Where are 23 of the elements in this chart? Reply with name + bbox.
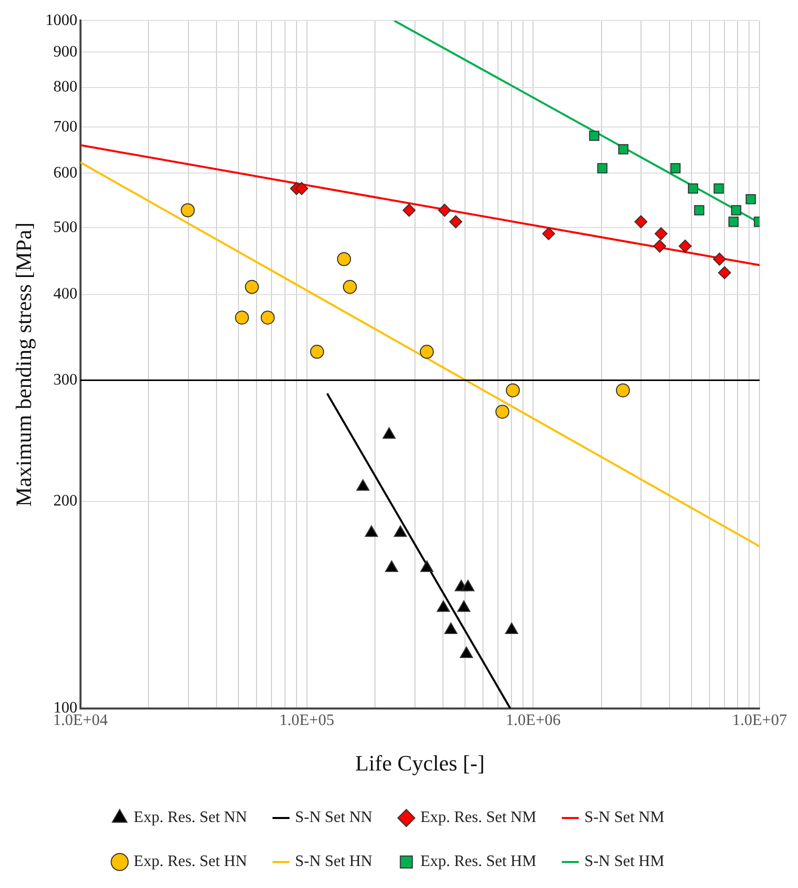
- y-tick-label: 700: [53, 118, 78, 136]
- y-axis-title: Maximum bending stress [MPa]: [10, 222, 36, 507]
- y-tick-label: 900: [53, 43, 78, 60]
- y-tick-label: 200: [53, 492, 78, 510]
- legend-label: S-N Set HM: [584, 853, 664, 870]
- legend-label: Exp. Res. Set HM: [420, 853, 536, 870]
- x-tick-label: 1.0E+05: [279, 712, 334, 730]
- legend-label: S-N Set HN: [294, 853, 373, 870]
- legend-label: Exp. Res. Set HN: [134, 853, 248, 870]
- y-tick-label: 300: [53, 371, 78, 388]
- y-tick-label: 800: [53, 78, 78, 96]
- y-tick-label: 400: [53, 286, 78, 303]
- legend-label: Exp. Res. Set NM: [420, 809, 536, 826]
- y-tick-label: 500: [53, 218, 78, 236]
- x-tick-label: 1.0E+04: [53, 712, 108, 730]
- x-axis-title: Life Cycles [-]: [355, 750, 485, 776]
- x-tick-label: 1.0E+07: [732, 712, 787, 730]
- y-tick-label: 600: [53, 164, 78, 182]
- y-tick-label: 1000: [45, 12, 78, 29]
- x-tick-label: 1.0E+06: [506, 712, 561, 730]
- legend-label: Exp. Res. Set NN: [134, 809, 248, 826]
- legend-label: S-N Set NM: [584, 809, 664, 826]
- legend-label: S-N Set NN: [294, 809, 373, 826]
